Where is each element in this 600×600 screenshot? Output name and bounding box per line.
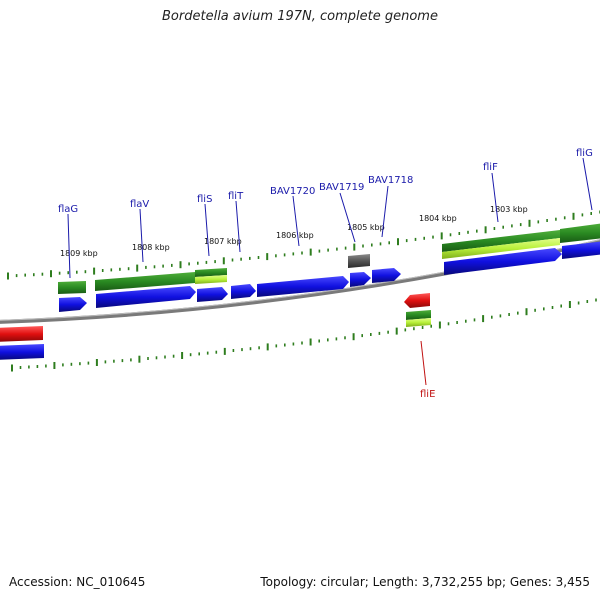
- gene-left-red: [0, 326, 43, 342]
- label-BAV1718[interactable]: BAV1718: [368, 175, 413, 186]
- outer-tick-ring: [7, 210, 600, 280]
- label-fliT[interactable]: fliT: [228, 191, 244, 202]
- map-title: Bordetella avium 197N, complete genome: [162, 9, 438, 24]
- forward-genes[interactable]: [59, 241, 600, 312]
- scale-label-1809: 1809 kbp: [60, 249, 98, 258]
- gene-flaG: [59, 297, 87, 312]
- scale-label-1808: 1808 kbp: [132, 243, 170, 252]
- gene-fliF: [444, 248, 562, 275]
- gene-BAV1720: [257, 276, 349, 297]
- scale-label-1805: 1805 kbp: [347, 223, 385, 232]
- gene-fliS: [197, 287, 228, 302]
- feature-track-outer: [58, 223, 600, 294]
- label-leaders: [67, 157, 593, 386]
- feature-fliF-light: [442, 238, 560, 259]
- scale-label-1803: 1803 kbp: [490, 205, 528, 214]
- feature-fliF-green: [442, 230, 560, 252]
- gene-BAV1719: [350, 272, 371, 287]
- feature-flaV-green: [95, 272, 195, 291]
- label-fliF[interactable]: fliF: [483, 162, 498, 173]
- label-fliG[interactable]: fliG: [576, 148, 593, 159]
- feature-fliE-light: [406, 318, 431, 327]
- label-flaG[interactable]: flaG: [58, 204, 78, 215]
- gene-flaV: [96, 286, 196, 308]
- feature-fliE-green: [406, 310, 431, 320]
- inner-tick-ring: [11, 298, 597, 372]
- feature-fliS-green: [195, 268, 227, 277]
- scale-label-1806: 1806 kbp: [276, 231, 314, 240]
- accession-text: Accession: NC_010645: [9, 575, 146, 589]
- feature-fliS-light: [195, 275, 227, 284]
- gene-fliG: [562, 241, 600, 259]
- label-BAV1720[interactable]: BAV1720: [270, 186, 315, 197]
- label-BAV1719[interactable]: BAV1719: [319, 182, 364, 193]
- feature-BAV1719-grey: [348, 254, 370, 268]
- scale-label-1804: 1804 kbp: [419, 214, 457, 223]
- feature-flaG-green: [58, 281, 86, 294]
- label-fliS[interactable]: fliS: [197, 194, 212, 205]
- label-fliE[interactable]: fliE: [420, 389, 435, 400]
- gene-labels: flaG flaV fliS fliT BAV1720 BAV1719 BAV1…: [58, 148, 593, 400]
- scale-labels: 1809 kbp 1808 kbp 1807 kbp 1806 kbp 1805…: [60, 205, 528, 258]
- genome-summary-text: Topology: circular; Length: 3,732,255 bp…: [260, 575, 590, 589]
- gene-BAV1718: [372, 268, 401, 283]
- reverse-genes[interactable]: [0, 293, 431, 360]
- feature-fliG-green: [560, 223, 600, 243]
- gene-fliE: [404, 293, 430, 308]
- scale-label-1807: 1807 kbp: [204, 237, 242, 246]
- gene-left-blue: [0, 344, 44, 360]
- gene-fliT: [231, 284, 256, 299]
- label-flaV[interactable]: flaV: [130, 199, 149, 210]
